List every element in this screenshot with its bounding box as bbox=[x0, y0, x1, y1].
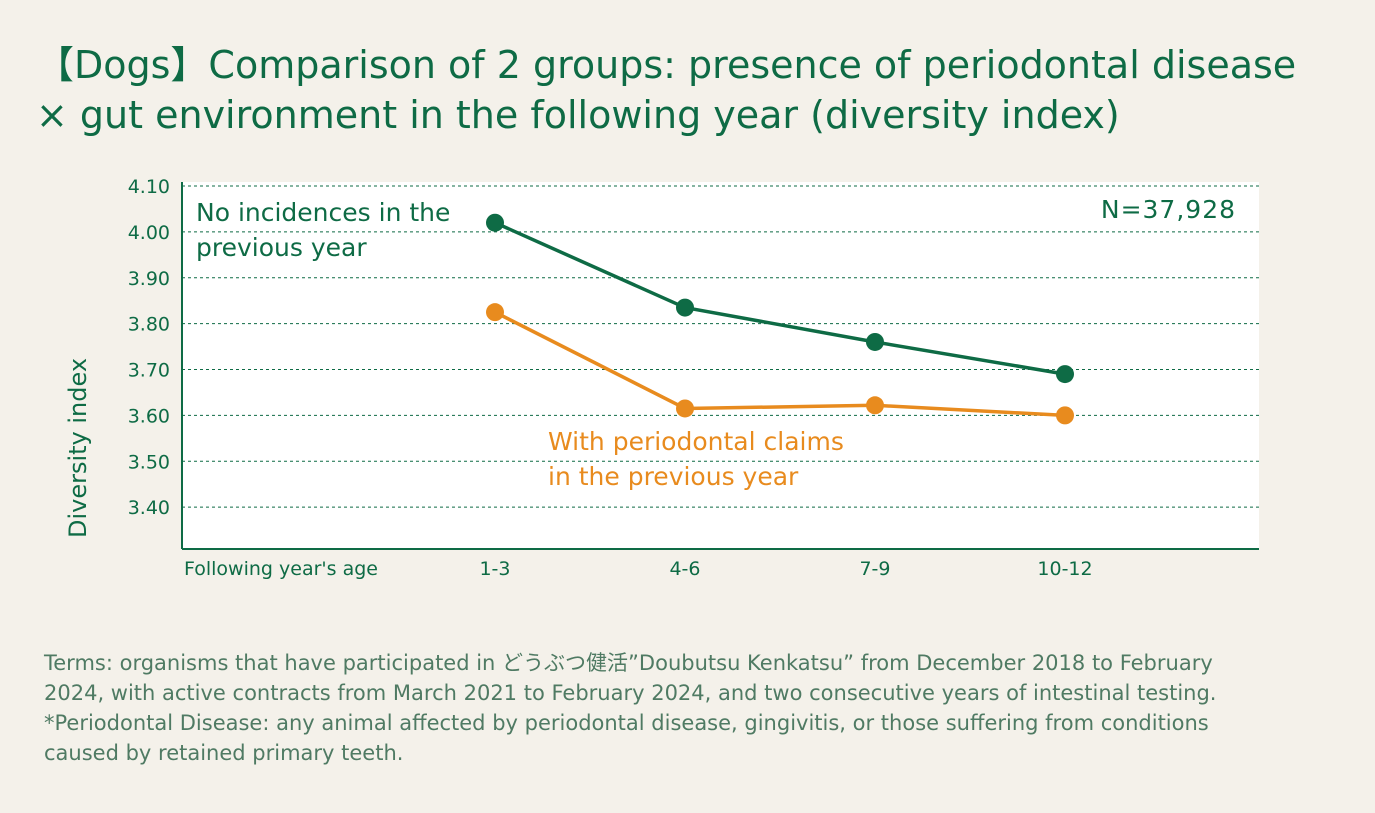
footnotes: Terms: organisms that have participated … bbox=[44, 648, 1354, 768]
series-label-periodontal-claims-line-2: in the previous year bbox=[548, 462, 799, 491]
y-axis-label: Diversity index bbox=[64, 358, 92, 538]
series-line-0 bbox=[494, 221, 1066, 376]
series-label-no-incidences-line-1: No incidences in the bbox=[196, 198, 450, 227]
data-point bbox=[676, 298, 694, 317]
x-tick-label: 1-3 bbox=[479, 558, 510, 580]
series-label-periodontal-claims: With periodontal claims in the previous … bbox=[548, 427, 852, 491]
data-point bbox=[676, 399, 694, 418]
footnote-line-4: caused by retained primary teeth. bbox=[44, 741, 404, 765]
series-label-no-incidences: No incidences in the previous year bbox=[196, 198, 458, 262]
data-point bbox=[486, 213, 504, 232]
x-axis-label: Following year's age bbox=[184, 558, 378, 580]
y-tick-label: 4.10 bbox=[128, 176, 170, 198]
y-tick-label: 3.80 bbox=[128, 314, 170, 336]
y-tick-label: 3.90 bbox=[128, 268, 170, 290]
data-point bbox=[1056, 365, 1074, 384]
data-point bbox=[1056, 406, 1074, 425]
y-tick-label: 3.70 bbox=[128, 360, 170, 382]
title-line-1: 【Dogs】Comparison of 2 groups: presence o… bbox=[36, 43, 1297, 87]
sample-size-annotation: N=37,928 bbox=[1101, 195, 1236, 224]
data-point bbox=[486, 303, 504, 322]
title-line-2: × gut environment in the following year … bbox=[36, 93, 1120, 137]
x-tick-label: 4-6 bbox=[669, 558, 700, 580]
series-label-periodontal-claims-line-1: With periodontal claims bbox=[548, 427, 844, 456]
chart-title: 【Dogs】Comparison of 2 groups: presence o… bbox=[36, 40, 1356, 140]
plot-area-background bbox=[182, 182, 1259, 549]
footnote-line-3: *Periodontal Disease: any animal affecte… bbox=[44, 711, 1209, 735]
y-tick-label: 3.50 bbox=[128, 451, 170, 473]
footnote-line-2: 2024, with active contracts from March 2… bbox=[44, 681, 1217, 705]
series-label-no-incidences-line-2: previous year bbox=[196, 233, 367, 262]
data-point bbox=[866, 396, 884, 415]
y-tick-label: 3.40 bbox=[128, 497, 170, 519]
footnote-line-1: Terms: organisms that have participated … bbox=[44, 651, 1213, 675]
x-tick-label: 10-12 bbox=[1037, 558, 1092, 580]
data-point bbox=[866, 332, 884, 351]
y-tick-label: 3.60 bbox=[128, 405, 170, 427]
y-tick-label: 4.00 bbox=[128, 222, 170, 244]
series-line-1 bbox=[494, 310, 1066, 418]
x-tick-label: 7-9 bbox=[859, 558, 890, 580]
